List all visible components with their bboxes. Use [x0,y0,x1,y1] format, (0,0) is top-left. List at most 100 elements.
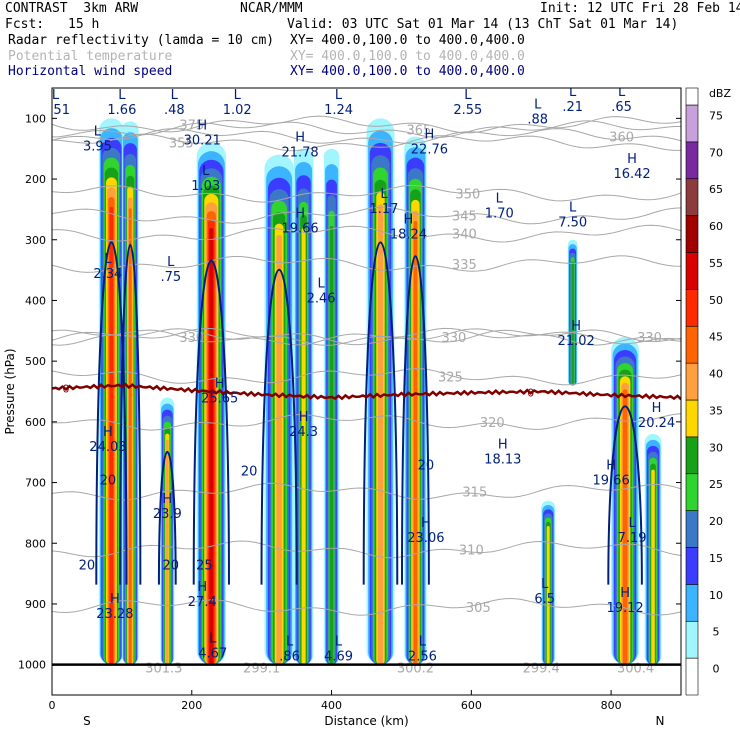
x-end-label-north: N [656,714,665,728]
extremum-value: 3.95 [83,140,112,155]
colorbar-swatch [685,547,699,585]
colorbar-unit: dBZ [709,87,732,100]
wind-extremum: H24.03 [89,425,126,455]
wind-speed-contour [607,405,643,585]
extremum-value: 18.13 [484,452,521,467]
theta-contour-line [52,327,681,346]
x-end-label-south: S [83,714,91,728]
reflectivity-band [276,235,282,665]
wind-contour-label: 20 [241,464,258,479]
theta-contour-label: 355 [169,137,194,152]
x-tick-label: 0 [49,699,56,712]
wind-extremum: H18.13 [484,437,521,467]
colorbar-swatch [685,473,699,511]
freezing-level-label: 0 [527,387,534,400]
extremum-type: L [380,187,388,202]
theta-contour-line [52,120,681,138]
extremum-value: .48 [164,103,185,118]
theta-contour-line [52,185,681,203]
colorbar-swatch [685,178,699,216]
colorbar-level-label: 20 [709,515,723,528]
colorbar-top-cap [685,87,699,106]
theta-contour-label: 340 [452,228,477,243]
wind-extremum: L1.70 [485,191,514,221]
extremum-value: .65 [611,100,632,115]
wind-extremum: L6.5 [534,577,555,607]
reflectivity-band [546,526,550,665]
extremum-value: .86 [279,650,300,665]
extremum-type: L [569,201,577,216]
extremum-value: 2.56 [408,650,437,665]
colorbar-swatch [685,104,699,143]
x-tick-label: 800 [601,699,622,712]
extremum-value: 2.46 [307,291,336,306]
theta-contour-line [52,206,681,225]
theta-contour-label: 305 [466,601,491,616]
wind-extremum: L.88 [527,97,548,127]
theta-contour-line [52,224,681,243]
wind-speed-contour [95,241,128,585]
extremum-type: H [299,410,309,425]
extremum-value: 27.4 [188,595,217,610]
extremum-type: L [335,635,343,650]
extremum-type: L [618,85,626,100]
theta-contour-line [52,128,681,144]
wind-extremum: H23.06 [407,516,444,546]
wind-extremum: H22.76 [411,128,448,158]
wind-contour-label: 25 [196,558,213,573]
colorbar-level-label: 70 [709,146,723,159]
wind-extremum: L.21 [562,85,583,115]
wind-contour-label: 20 [163,558,180,573]
wind-extremum: H21.02 [558,319,595,349]
extremum-value: 30.21 [184,134,221,149]
extremum-value: 4.67 [198,647,227,662]
wind-extremum: L.75 [160,255,181,285]
wind-extremum: L.86 [279,635,300,665]
theta-contour-line [52,328,681,346]
extremum-type: L [628,516,636,531]
theta-contour-label: 315 [462,486,487,501]
wind-extremum: L.65 [611,85,632,115]
wind-extremum: L1.66 [107,88,136,118]
theta-contour-line [52,133,681,152]
model-title: CONTRAST 3km ARW [5,1,139,16]
extremum-type: L [286,635,294,650]
extremum-type: H [620,586,630,601]
theta-contour-label: 330 [637,331,662,346]
extremum-type: L [171,88,179,103]
extremum-value: 19.66 [593,474,630,489]
theta-contour-label: 345 [452,209,477,224]
freezing-level-line [52,382,681,401]
x-tick-label: 200 [181,699,202,712]
wind-extremum: L1.51 [52,88,70,118]
extremum-type: H [421,516,431,531]
y-tick-label: 200 [25,173,46,186]
wind-extremum: L1.17 [369,187,398,217]
extremum-type: L [167,255,175,270]
theta-contour-label: 325 [438,370,463,385]
colorbar-swatch [685,215,699,253]
reflectivity-band [329,226,334,665]
reflectivity-cell [323,148,340,665]
extremum-type: L [569,85,577,100]
wind-extremum: L.48 [164,88,185,118]
reflectivity-band [301,228,306,665]
colorbar-level-label: 75 [709,109,723,122]
wind-extremum: H27.4 [188,580,217,610]
wind-extremum: H25.65 [201,377,238,407]
extremum-value: 1.03 [191,179,220,194]
extremum-type: H [606,459,616,474]
theta-contour-label: 365 [407,123,432,138]
forecast-label: Fcst: [5,17,45,32]
y-tick-label: 300 [25,234,46,247]
extremum-value: 24.3 [289,425,318,440]
reflectivity-band [166,439,169,665]
reflectivity-band [651,469,655,665]
wind-speed-contour [119,244,142,585]
theta-contour-label: 330 [179,331,204,346]
extremum-value: 6.5 [534,592,555,607]
extremum-type: H [498,437,508,452]
colorbar-level-label: 60 [709,220,723,233]
extremum-type: H [571,319,581,334]
x-axis-label: Distance (km) [324,714,408,728]
